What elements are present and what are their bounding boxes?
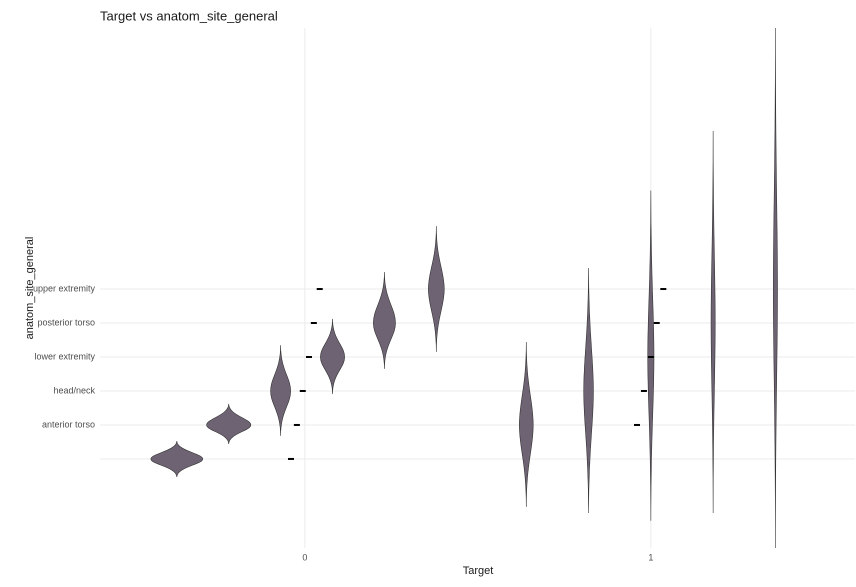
x-tick-label: 1	[648, 552, 653, 562]
x-tick-label: 0	[302, 552, 307, 562]
violin	[206, 403, 252, 445]
x-axis-label: Target	[463, 565, 494, 577]
y-tick-label: lower extremity	[34, 351, 95, 361]
violin	[519, 342, 534, 507]
violin	[428, 226, 445, 352]
violin	[320, 318, 345, 395]
y-axis-label: anatom_site_general	[24, 237, 36, 340]
y-tick-label: upper extremity	[33, 283, 96, 293]
violin	[150, 440, 204, 478]
y-tick-label: anterior torso	[42, 419, 95, 429]
violin	[647, 190, 655, 521]
violin	[373, 272, 396, 369]
violin	[773, 27, 778, 549]
violin	[270, 345, 291, 436]
violin	[583, 267, 594, 513]
y-tick-label: head/neck	[53, 385, 95, 395]
y-tick-label: posterior torso	[37, 317, 95, 327]
violin	[710, 130, 716, 513]
chart-title: Target vs anatom_site_general	[100, 8, 278, 23]
